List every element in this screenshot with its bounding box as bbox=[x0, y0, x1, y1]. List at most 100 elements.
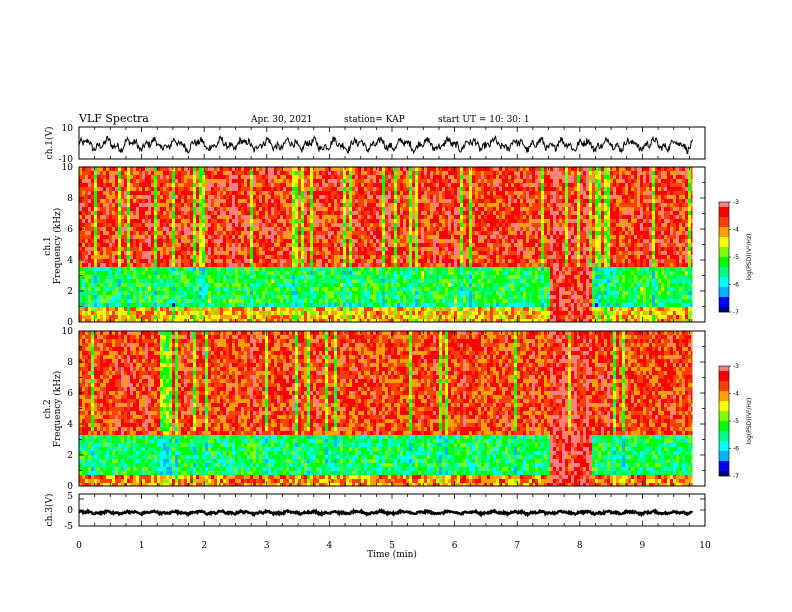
spectrogram-cell bbox=[331, 287, 334, 291]
spectrogram-cell bbox=[217, 223, 220, 227]
spectrogram-cell bbox=[406, 291, 409, 295]
spectrogram-cell bbox=[172, 299, 175, 303]
spectrogram-cell bbox=[133, 223, 136, 227]
spectrogram-cell bbox=[241, 315, 244, 319]
spectrogram-cell bbox=[214, 239, 217, 243]
spectrogram-cell bbox=[175, 211, 178, 215]
spectrogram-cell bbox=[133, 231, 136, 235]
spectrogram-cell bbox=[217, 315, 220, 319]
spectrogram-cell bbox=[217, 307, 220, 311]
spectrogram-cell bbox=[346, 295, 349, 299]
spectrogram-cell bbox=[415, 187, 418, 191]
spectrogram-cell bbox=[391, 259, 394, 263]
spectrogram-cell bbox=[235, 259, 238, 263]
spectrogram-cell bbox=[232, 223, 235, 227]
spectrogram-cell bbox=[187, 187, 190, 191]
spectrogram-cell bbox=[337, 231, 340, 235]
spectrogram-cell bbox=[223, 203, 226, 207]
spectrogram-cell bbox=[310, 307, 313, 311]
spectrogram-cell bbox=[304, 311, 307, 315]
spectrogram-cell bbox=[451, 311, 454, 315]
spectrogram-cell bbox=[328, 283, 331, 287]
spectrogram-cell bbox=[373, 219, 376, 223]
spectrogram-cell bbox=[373, 167, 376, 171]
spectrogram-cell bbox=[154, 175, 157, 179]
spectrogram-cell bbox=[163, 311, 166, 315]
spectrogram-cell bbox=[289, 215, 292, 219]
spectrogram-cell bbox=[403, 315, 406, 319]
spectrogram-cell bbox=[301, 315, 304, 319]
spectrogram-cell bbox=[247, 183, 250, 187]
spectrogram-cell bbox=[193, 287, 196, 291]
spectrogram-cell bbox=[331, 179, 334, 183]
spectrogram-cell bbox=[361, 231, 364, 235]
spectrogram-cell bbox=[151, 191, 154, 195]
spectrogram-cell bbox=[304, 223, 307, 227]
spectrogram-cell bbox=[295, 219, 298, 223]
spectrogram-cell bbox=[136, 199, 139, 203]
spectrogram-cell bbox=[250, 203, 253, 207]
spectrogram-cell bbox=[280, 243, 283, 247]
spectrogram-cell bbox=[328, 195, 331, 199]
spectrogram-cell bbox=[280, 207, 283, 211]
spectrogram-cell bbox=[349, 303, 352, 307]
spectrogram-cell bbox=[379, 187, 382, 191]
spectrogram-cell bbox=[193, 195, 196, 199]
spectrogram-cell bbox=[145, 287, 148, 291]
spectrogram-cell bbox=[355, 207, 358, 211]
spectrogram-cell bbox=[112, 203, 115, 207]
spectrogram-cell bbox=[91, 291, 94, 295]
spectrogram-cell bbox=[199, 247, 202, 251]
spectrogram-cell bbox=[208, 251, 211, 255]
spectrogram-cell bbox=[226, 207, 229, 211]
spectrogram-cell bbox=[397, 231, 400, 235]
spectrogram-cell bbox=[172, 187, 175, 191]
spectrogram-cell bbox=[436, 179, 439, 183]
spectrogram-cell bbox=[376, 255, 379, 259]
spectrogram-cell bbox=[379, 303, 382, 307]
spectrogram-cell bbox=[88, 311, 91, 315]
spectrogram-cell bbox=[256, 275, 259, 279]
spectrogram-cell bbox=[79, 275, 82, 279]
spectrogram-cell bbox=[133, 319, 136, 322]
spectrogram-cell bbox=[331, 255, 334, 259]
spectrogram-cell bbox=[220, 223, 223, 227]
spectrogram-cell bbox=[388, 275, 391, 279]
spectrogram-cell bbox=[232, 167, 235, 171]
spectrogram-cell bbox=[262, 171, 265, 175]
spectrogram-cell bbox=[178, 263, 181, 267]
spectrogram-cell bbox=[346, 303, 349, 307]
spectrogram-cell bbox=[376, 183, 379, 187]
spectrogram-cell bbox=[268, 187, 271, 191]
spectrogram-cell bbox=[82, 299, 85, 303]
spectrogram-cell bbox=[223, 251, 226, 255]
spectrogram-cell bbox=[271, 243, 274, 247]
spectrogram-cell bbox=[427, 191, 430, 195]
spectrogram-cell bbox=[91, 307, 94, 311]
spectrogram-cell bbox=[289, 267, 292, 271]
spectrogram-cell bbox=[361, 187, 364, 191]
spectrogram-cell bbox=[241, 167, 244, 171]
spectrogram-cell bbox=[409, 215, 412, 219]
spectrogram-cell bbox=[109, 247, 112, 251]
spectrogram-cell bbox=[112, 279, 115, 283]
spectrogram-cell bbox=[445, 191, 448, 195]
spectrogram-cell bbox=[187, 199, 190, 203]
spectrogram-cell bbox=[172, 315, 175, 319]
spectrogram-cell bbox=[130, 319, 133, 322]
spectrogram-cell bbox=[334, 315, 337, 319]
spectrogram-cell bbox=[277, 187, 280, 191]
spectrogram-cell bbox=[343, 171, 346, 175]
spectrogram-cell bbox=[181, 219, 184, 223]
spectrogram-cell bbox=[334, 295, 337, 299]
spectrogram-cell bbox=[142, 219, 145, 223]
spectrogram-cell bbox=[319, 315, 322, 319]
spectrogram-cell bbox=[307, 295, 310, 299]
spectrogram-cell bbox=[142, 235, 145, 239]
spectrogram-cell bbox=[82, 319, 85, 322]
spectrogram-cell bbox=[232, 239, 235, 243]
spectrogram-cell bbox=[427, 239, 430, 243]
spectrogram-cell bbox=[280, 259, 283, 263]
spectrogram-cell bbox=[196, 259, 199, 263]
spectrogram-cell bbox=[166, 287, 169, 291]
